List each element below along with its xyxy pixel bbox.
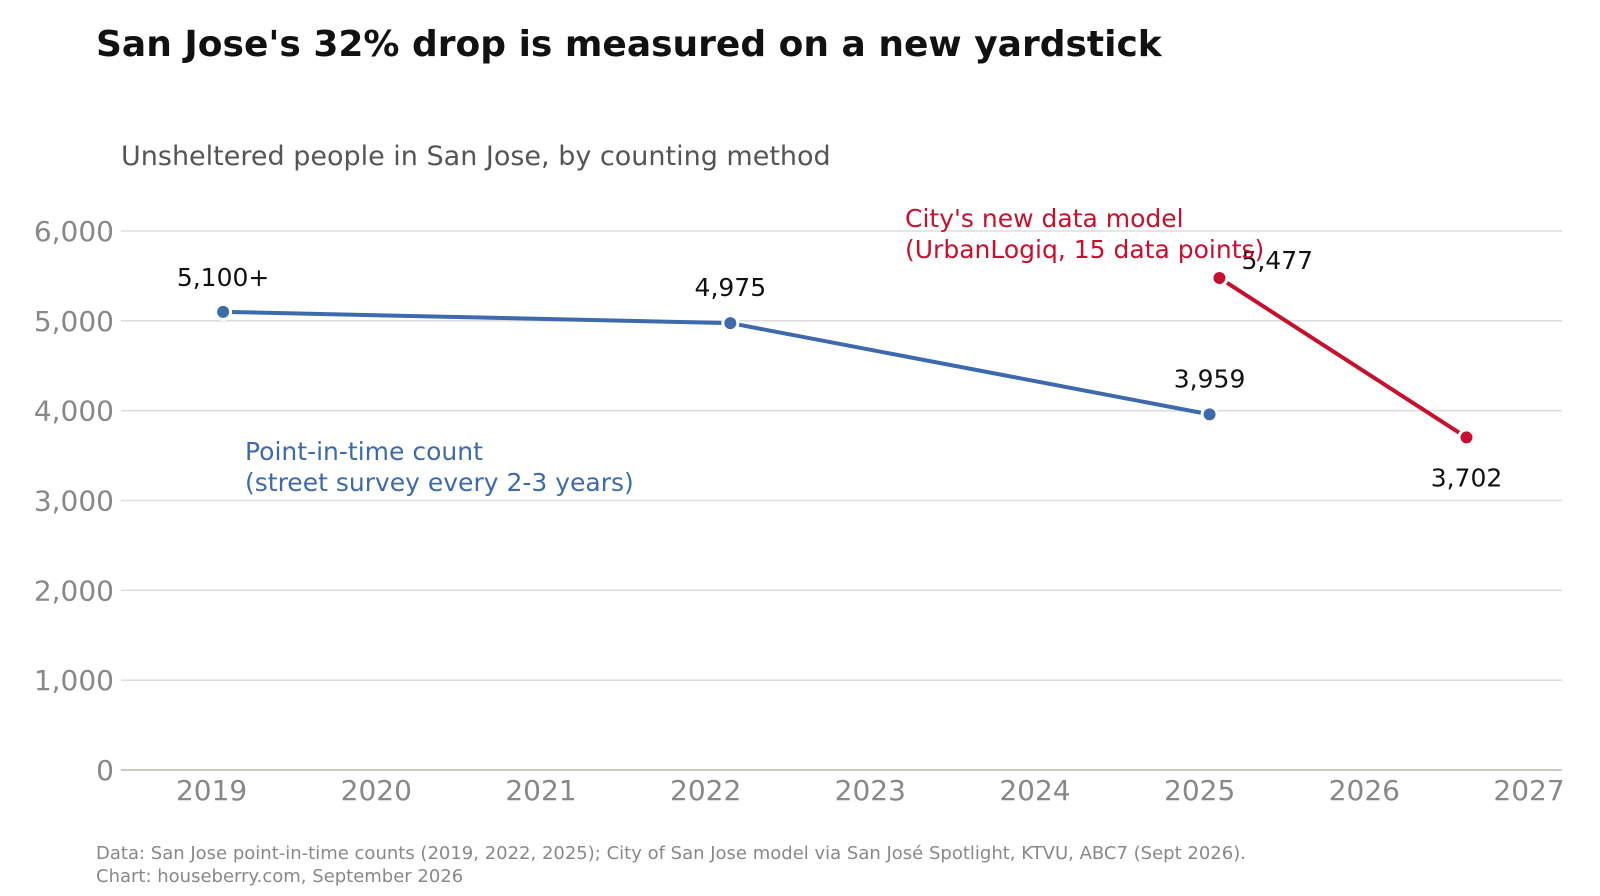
data-label: 5,100+ [177, 263, 270, 292]
series-annotation-0: (street survey every 2-3 years) [245, 468, 634, 497]
series-annotation-0: Point-in-time count [245, 437, 483, 466]
x-tick-label: 2026 [1329, 774, 1400, 807]
y-tick-label: 3,000 [34, 485, 114, 518]
x-tick-label: 2019 [176, 774, 247, 807]
series-group: 5,100+ 4,975 3,959 5,477 3,702 [177, 246, 1502, 492]
data-point [1457, 428, 1476, 447]
x-tick-label: 2025 [1164, 774, 1235, 807]
data-label: 4,975 [695, 273, 767, 302]
y-tick-label: 1,000 [34, 664, 114, 697]
data-point [1210, 268, 1229, 287]
series-line-0 [221, 309, 1212, 417]
series-annotation-1: City's new data model [905, 204, 1184, 233]
data-point [214, 302, 233, 321]
series-annotation-1: (UrbanLogiq, 15 data points) [905, 235, 1264, 264]
x-tick-label: 2020 [341, 774, 412, 807]
source-line-1: Data: San Jose point-in-time counts (201… [96, 843, 1246, 864]
y-axis-ticks: 0 1,000 2,000 3,000 4,000 5,000 6,000 [34, 215, 114, 787]
y-tick-label: 5,000 [34, 305, 114, 338]
y-tick-label: 2,000 [34, 574, 114, 607]
x-tick-label: 2021 [505, 774, 576, 807]
y-tick-label: 4,000 [34, 395, 114, 428]
x-tick-label: 2024 [999, 774, 1070, 807]
x-tick-label: 2022 [670, 774, 741, 807]
series-line-1 [1217, 275, 1469, 440]
chart-title: San Jose's 32% drop is measured on a new… [96, 24, 1163, 65]
gridlines [121, 230, 1562, 681]
data-label: 3,702 [1431, 463, 1503, 492]
y-tick-label: 6,000 [34, 215, 114, 248]
x-tick-label: 2023 [835, 774, 906, 807]
data-label: 3,959 [1174, 364, 1246, 393]
chart-subtitle: Unsheltered people in San Jose, by count… [121, 141, 831, 172]
data-label: 5,477 [1241, 246, 1313, 275]
x-axis-ticks: 2019 2020 2021 2022 2023 2024 2025 2026 2027 [176, 774, 1565, 807]
x-tick-label: 2027 [1493, 774, 1564, 807]
y-tick-label: 0 [96, 754, 114, 787]
source-line-2: Chart: houseberry.com, September 2026 [96, 866, 463, 887]
data-point [721, 314, 740, 333]
data-point [1200, 405, 1219, 424]
annotations: Point-in-time count(street survey every … [245, 204, 1264, 497]
